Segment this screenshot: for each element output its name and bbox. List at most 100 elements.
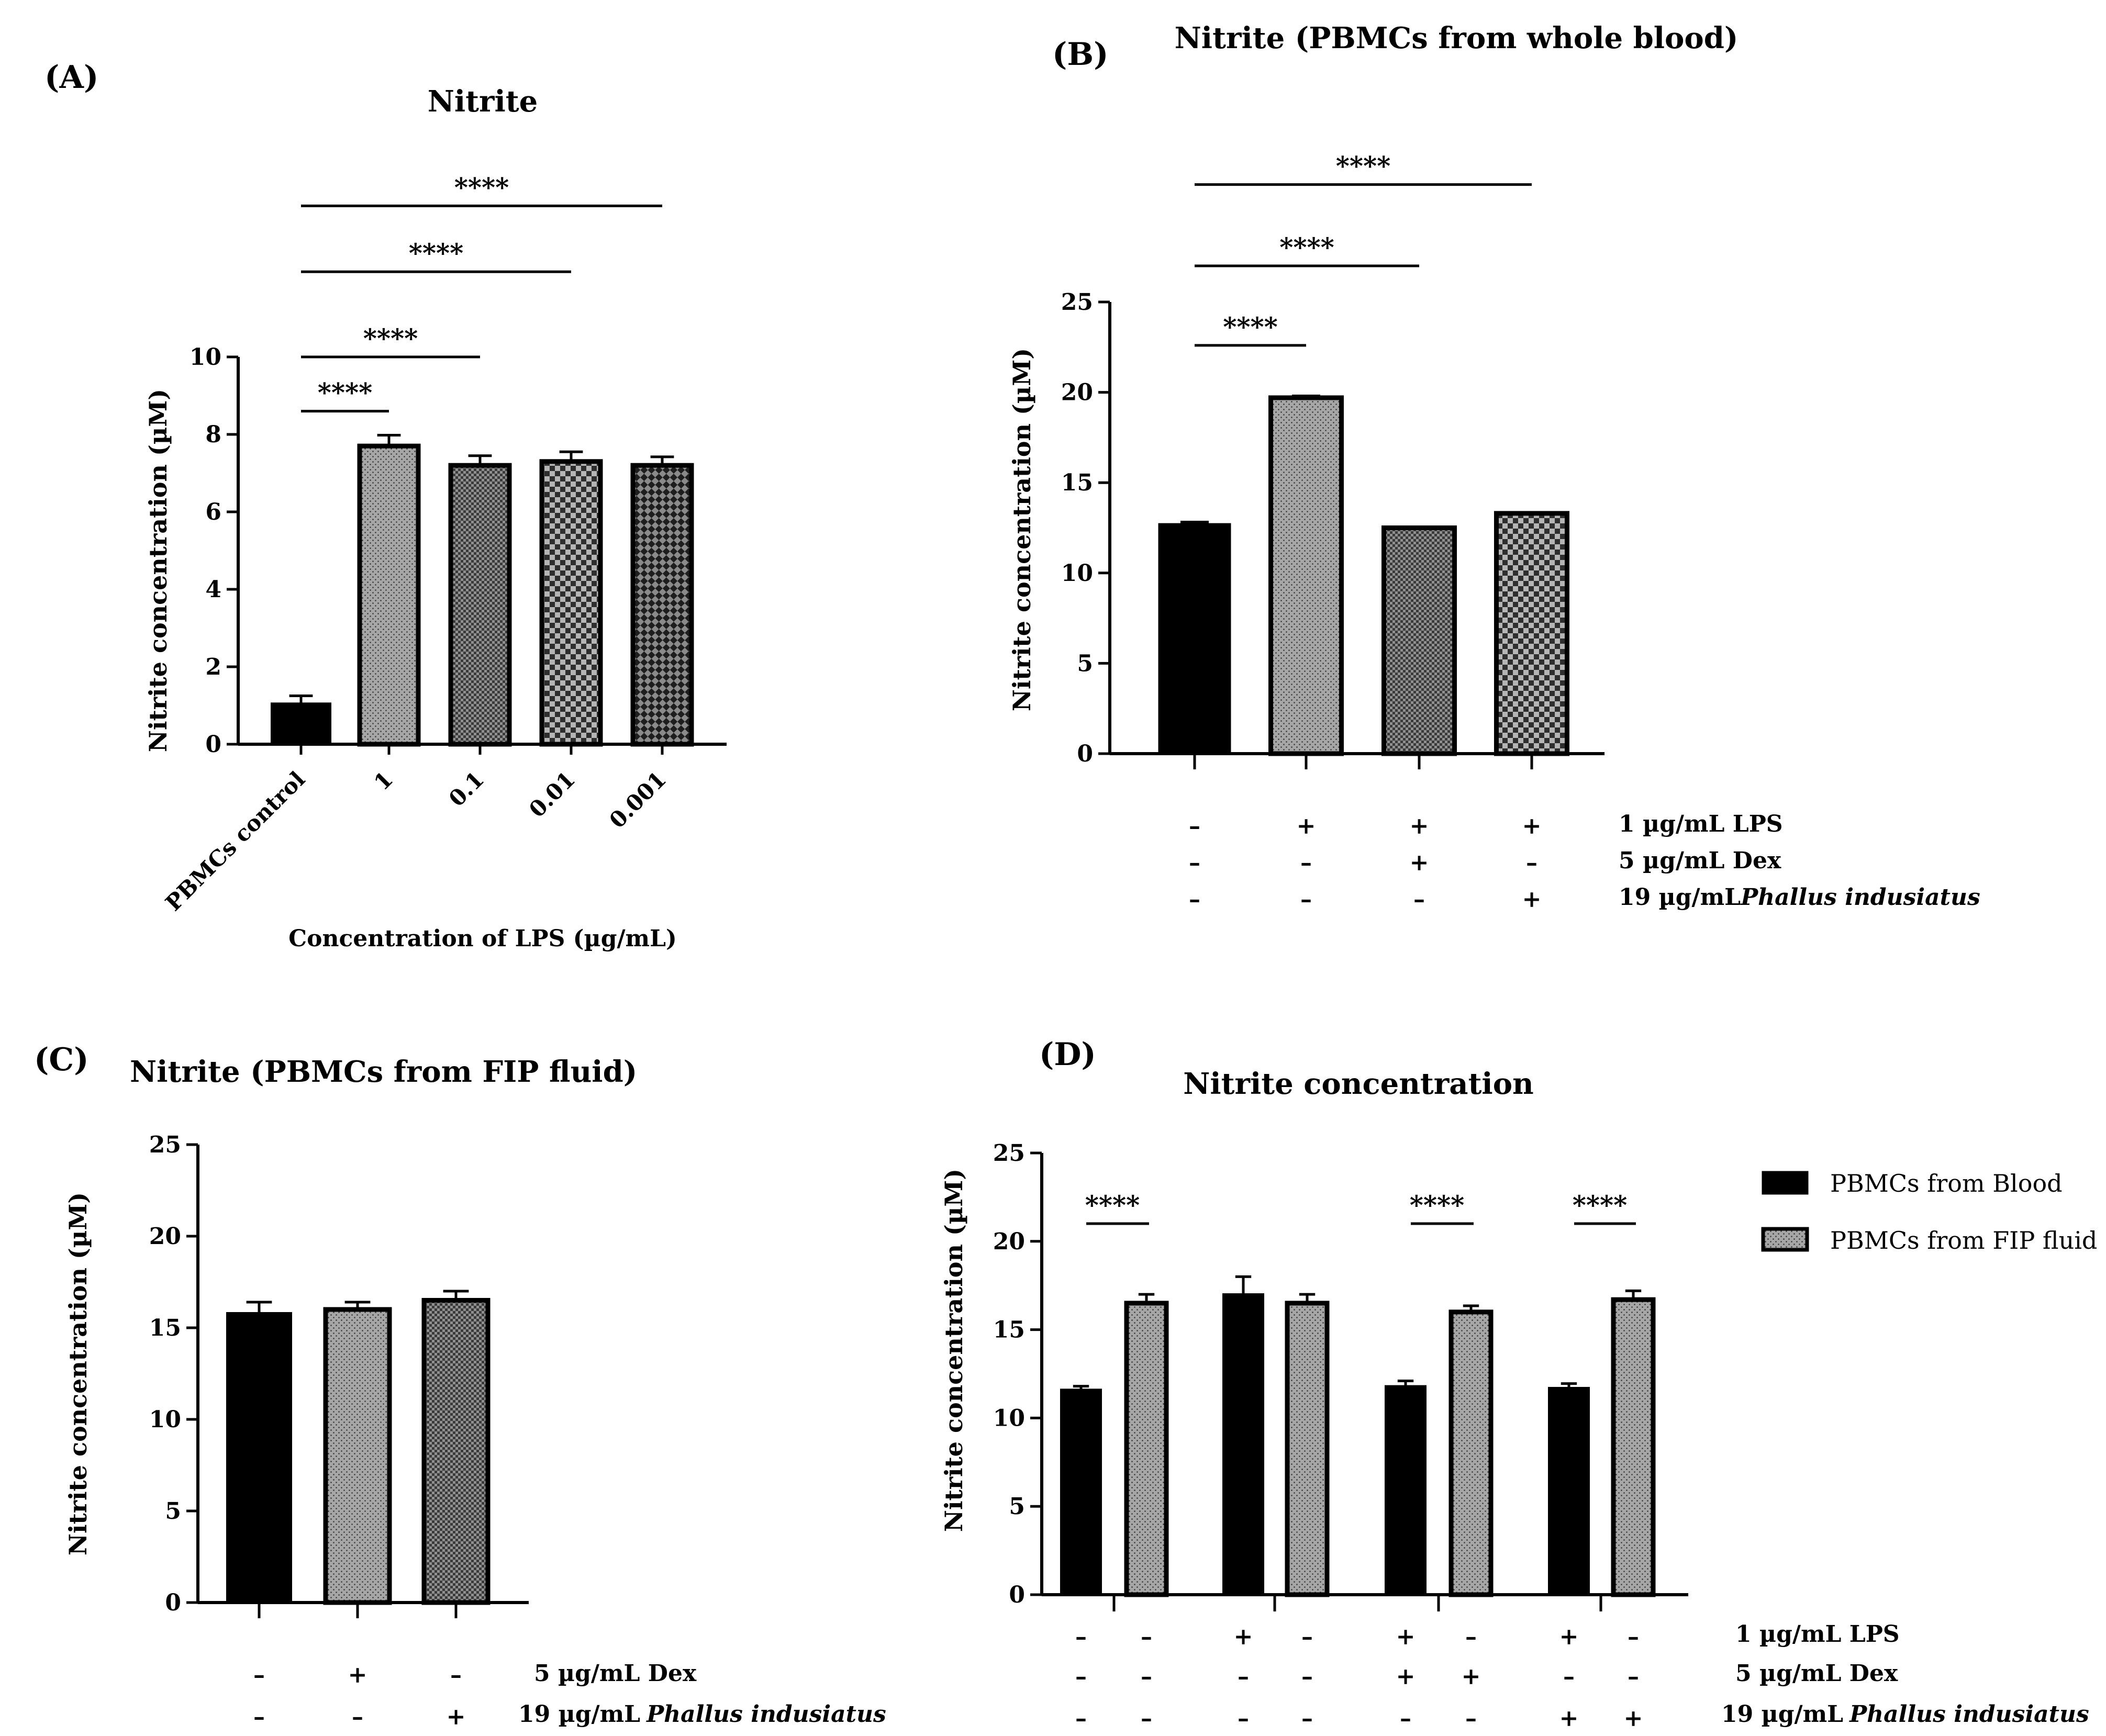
panel-d-ytick-label: 0 bbox=[1009, 1582, 1025, 1608]
panel-b-title: Nitrite (PBMCs from whole blood) bbox=[1175, 21, 1739, 55]
panel-d-treatment-sign: + bbox=[1559, 1623, 1579, 1650]
panel-b-row-phallus-label: 19 µg/mLPhallus indusiatus bbox=[1619, 884, 1980, 911]
panel-b-treatment-sign: + bbox=[1410, 813, 1429, 839]
panel-b-treatment-sign: – bbox=[1526, 849, 1537, 876]
panel-b-treatment-sign: – bbox=[1189, 886, 1200, 913]
legend-swatch-blood bbox=[1762, 1171, 1809, 1195]
panel-d-treatment-sign: – bbox=[1075, 1623, 1087, 1650]
panel-b-ytick-label: 20 bbox=[1061, 379, 1093, 406]
panel-a-ytick-label: 10 bbox=[190, 344, 221, 371]
panel-c-row-phallus-label: 19 µg/mL Phallus indusiatus bbox=[518, 1701, 886, 1728]
legend-label-fip: PBMCs from FIP fluid bbox=[1830, 1226, 2097, 1255]
panel-d-treatment-sign: – bbox=[1301, 1705, 1313, 1732]
panel-b-ytick-label: 5 bbox=[1077, 650, 1093, 677]
panel-c-row-phallus-species: Phallus indusiatus bbox=[645, 1701, 886, 1728]
legend-label-blood: PBMCs from Blood bbox=[1830, 1169, 2063, 1197]
panel-d-treatment-sign: + bbox=[1396, 1623, 1416, 1650]
panel-a-sig-label: **** bbox=[363, 323, 418, 354]
panel-b-letter: (B) bbox=[1052, 36, 1109, 73]
panel-c-treatment-sign: + bbox=[447, 1704, 466, 1730]
panel-b-ytick-label: 25 bbox=[1061, 289, 1093, 316]
panel-a-ytick-label: 8 bbox=[205, 421, 221, 448]
legend-swatch-fip bbox=[1761, 1227, 1809, 1252]
panel-c-treatment-sign: – bbox=[253, 1704, 265, 1730]
panel-b-treatment-sign: + bbox=[1522, 886, 1542, 913]
panel-d-fip-bar bbox=[1124, 1301, 1169, 1597]
panel-d-ytick-label: 20 bbox=[993, 1228, 1025, 1255]
panel-b-bar bbox=[1381, 525, 1457, 756]
panel-d-treatment-sign: – bbox=[1400, 1705, 1411, 1732]
panel-c-treatment-sign: + bbox=[348, 1662, 367, 1688]
panel-b-ylabel: Nitrite concentration (µM) bbox=[1008, 348, 1036, 711]
panel-d-letter: (D) bbox=[1039, 1036, 1096, 1073]
panel-d-ylabel: Nitrite concentration (µM) bbox=[940, 1169, 968, 1532]
panel-d-treatment-sign: + bbox=[1396, 1663, 1416, 1690]
panel-d-ytick-label: 25 bbox=[993, 1140, 1025, 1167]
panel-a-sig-label: **** bbox=[454, 172, 509, 203]
panel-d-treatment-sign: – bbox=[1141, 1705, 1152, 1732]
panel-d-blood-bar bbox=[1060, 1388, 1102, 1596]
panel-a-bar bbox=[539, 459, 603, 747]
panel-d-ytick-label: 5 bbox=[1009, 1493, 1025, 1520]
panel-b-row-phallus-species: Phallus indusiatus bbox=[1740, 884, 1980, 911]
panel-a-bar bbox=[271, 702, 331, 746]
panel-d-treatment-sign: + bbox=[1234, 1623, 1253, 1650]
panel-d-treatment-sign: – bbox=[1301, 1623, 1313, 1650]
panel-c-treatment-sign: – bbox=[352, 1704, 363, 1730]
panel-a-sig-label: **** bbox=[318, 377, 373, 408]
panel-c-treatment-sign: – bbox=[253, 1662, 265, 1688]
panel-d-treatment-sign: – bbox=[1238, 1705, 1249, 1732]
panel-b-treatment-sign: – bbox=[1189, 849, 1200, 876]
panel-b-ytick-label: 15 bbox=[1061, 469, 1093, 496]
panel-c-title: Nitrite (PBMCs from FIP fluid) bbox=[130, 1055, 637, 1089]
panel-d-row-lps-label: 1 µg/mL LPS bbox=[1735, 1621, 1900, 1648]
panel-d-blood-bar bbox=[1222, 1293, 1264, 1596]
panel-d-fip-bar bbox=[1448, 1309, 1494, 1597]
panel-d-ytick-label: 10 bbox=[993, 1405, 1025, 1431]
panel-a-bar bbox=[357, 443, 421, 747]
panel-d-row-phallus-label: 19 µg/mL Phallus indusiatus bbox=[1721, 1701, 2089, 1728]
panel-d-row-dex-label: 5 µg/mL Dex bbox=[1735, 1660, 1898, 1687]
panel-a-sig-label: **** bbox=[409, 238, 464, 268]
panel-b-ytick-label: 10 bbox=[1061, 560, 1093, 587]
panel-b-sig-label: **** bbox=[1336, 151, 1391, 182]
panel-c-ytick-label: 25 bbox=[149, 1132, 181, 1158]
panel-b-treatment-sign: – bbox=[1300, 886, 1312, 913]
panel-d-sig-label: **** bbox=[1573, 1190, 1628, 1220]
panel-a-bar bbox=[448, 463, 512, 747]
panel-a-title: Nitrite bbox=[428, 84, 538, 119]
panel-a-ylabel: Nitrite concentration (µM) bbox=[144, 389, 172, 752]
panel-d-treatment-sign: + bbox=[1462, 1663, 1481, 1690]
panel-d-fip-bar bbox=[1285, 1301, 1330, 1597]
panel-b-treatment-sign: – bbox=[1413, 886, 1425, 913]
panel-d-fip-bar bbox=[1611, 1297, 1656, 1597]
panel-b-treatment-sign: + bbox=[1297, 813, 1316, 839]
panel-c-ytick-label: 10 bbox=[149, 1406, 181, 1433]
panel-d-sig-label: **** bbox=[1410, 1190, 1465, 1220]
panel-d-row-phallus-dose: 19 µg/mL bbox=[1721, 1701, 1843, 1728]
panel-a-plot: 0 2 4 6 8 10 PBMCs control 1 0.1 0.01 0.001 **** ***… bbox=[160, 172, 727, 916]
panel-b-bar bbox=[1268, 395, 1344, 756]
panel-d-treatment-sign: – bbox=[1628, 1623, 1639, 1650]
panel-a-category-label: 0.001 bbox=[604, 766, 671, 833]
panel-d-blood-bar bbox=[1385, 1385, 1427, 1596]
panel-c-bar bbox=[226, 1312, 292, 1604]
panel-c-ytick-label: 5 bbox=[165, 1498, 181, 1525]
panel-b-sig-label: **** bbox=[1223, 311, 1278, 342]
panel-b-treatment-sign: + bbox=[1522, 813, 1542, 839]
panel-d-treatment-sign: – bbox=[1141, 1623, 1152, 1650]
panel-d-treatment-sign: + bbox=[1624, 1705, 1643, 1732]
panel-d-treatment-sign: – bbox=[1141, 1663, 1152, 1690]
panel-c-ytick-label: 0 bbox=[165, 1589, 181, 1616]
panel-d-treatment-sign: – bbox=[1075, 1663, 1087, 1690]
panel-c-treatment-sign: – bbox=[450, 1662, 462, 1688]
panel-b-bar bbox=[1494, 511, 1569, 756]
panel-a-category-label: 1 bbox=[369, 766, 398, 795]
panel-a-bar bbox=[630, 463, 694, 747]
panel-a-category-label: 0.1 bbox=[444, 766, 489, 811]
panel-a-category-label: PBMCs control bbox=[160, 766, 310, 916]
panel-b-row-dex-label: 5 µg/mL Dex bbox=[1619, 847, 1781, 874]
panel-c-bar bbox=[421, 1298, 491, 1605]
panel-d-treatment-sign: – bbox=[1238, 1663, 1249, 1690]
